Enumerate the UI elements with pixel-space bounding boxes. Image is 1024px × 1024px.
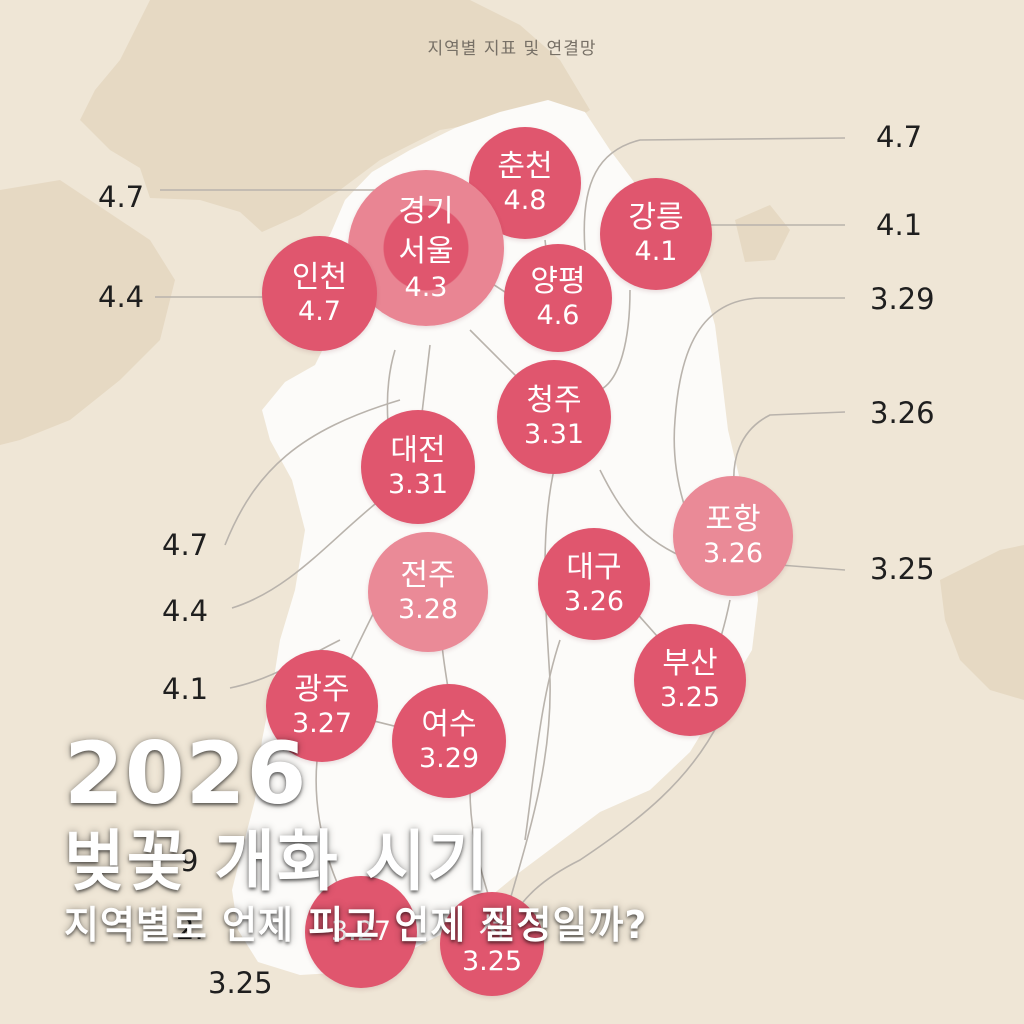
city-name: 춘천 bbox=[497, 149, 553, 184]
side-value-left: 4.1 bbox=[162, 672, 209, 706]
city-value: 4.3 bbox=[404, 272, 448, 303]
city-bubble-chuncheon: 춘천 4.8 bbox=[469, 127, 581, 239]
map-title: 지역별 지표 및 연결망 bbox=[427, 39, 597, 59]
city-value: 3.25 bbox=[461, 946, 523, 977]
city-name-seoul: 서울 bbox=[398, 234, 454, 269]
side-value-left: 3.25 bbox=[208, 966, 273, 1000]
city-value: 3.27 bbox=[291, 708, 353, 739]
city-name: 광주 bbox=[294, 672, 350, 707]
city-value: 3.27 bbox=[330, 916, 392, 947]
city-value: 3.28 bbox=[397, 594, 459, 625]
city-bubble-yeosu: 여수 3.29 bbox=[392, 684, 506, 798]
city-value: 3.31 bbox=[523, 419, 585, 450]
city-name: 대전 bbox=[390, 433, 446, 468]
city-bubble-incheon: 인천 4.7 bbox=[262, 236, 377, 351]
city-value: 3.25 bbox=[659, 682, 721, 713]
side-value-left: 4.7 bbox=[98, 180, 145, 214]
city-bubble-busan: 부산 3.25 bbox=[634, 624, 746, 736]
city-name: 서 bbox=[478, 910, 506, 945]
city-value: 3.26 bbox=[563, 586, 625, 617]
city-value: 3.29 bbox=[418, 743, 480, 774]
city-name: 청주 bbox=[526, 383, 582, 418]
city-bubble-seoul-gyeonggi: 경기 서울 4.3 bbox=[348, 170, 504, 326]
side-value-right: 3.26 bbox=[870, 396, 935, 430]
city-name: 여수 bbox=[421, 707, 477, 742]
side-value-left: 2. bbox=[176, 912, 204, 946]
side-value-right: 3.25 bbox=[870, 552, 935, 586]
city-value: 4.6 bbox=[536, 300, 580, 331]
side-value-left: 4.4 bbox=[98, 280, 145, 314]
background-landmass-east bbox=[735, 205, 790, 262]
background-landmass-japan bbox=[940, 545, 1024, 700]
side-value-left: 9 bbox=[180, 844, 199, 878]
city-bubble-pohang: 포항 3.26 bbox=[673, 476, 793, 596]
city-bubble-gwangju: 광주 3.27 bbox=[266, 650, 378, 762]
city-name: 대구 bbox=[566, 550, 622, 585]
city-bubble-cheongju: 청주 3.31 bbox=[497, 360, 611, 474]
city-value: 3.31 bbox=[387, 469, 449, 500]
headline-title: 벚꽃 개화 시기 bbox=[64, 823, 491, 900]
background-landmass-west bbox=[0, 180, 175, 445]
city-name: 강릉 bbox=[628, 200, 684, 235]
city-name: 양평 bbox=[530, 264, 586, 299]
city-bubble-yangpyeong: 양평 4.6 bbox=[504, 244, 612, 352]
city-bubble-southwest: 3.27 bbox=[305, 876, 417, 988]
city-bubble-gangneung: 강릉 4.1 bbox=[600, 178, 712, 290]
city-bubble-daejeon: 대전 3.31 bbox=[361, 410, 475, 524]
side-value-right: 3.29 bbox=[870, 282, 935, 316]
city-name: 전주 bbox=[400, 558, 456, 593]
side-value-left: 4.4 bbox=[162, 594, 209, 628]
city-value: 4.8 bbox=[503, 185, 547, 216]
city-name-gyeonggi: 경기 bbox=[398, 194, 454, 229]
city-value: 4.7 bbox=[298, 295, 341, 327]
headline-year: 2026 bbox=[64, 724, 308, 824]
city-name: 포항 bbox=[705, 502, 761, 537]
city-bubble-south: 서 3.25 bbox=[440, 892, 544, 996]
side-value-right: 4.7 bbox=[876, 120, 923, 154]
city-value: 3.26 bbox=[702, 538, 764, 569]
city-bubble-jeonju: 전주 3.28 bbox=[368, 532, 488, 652]
background-landmass bbox=[80, 0, 590, 232]
city-value: 4.1 bbox=[634, 236, 678, 267]
side-value-left: 4.7 bbox=[162, 528, 209, 562]
side-value-right: 4.1 bbox=[876, 208, 923, 242]
headline-subtitle: 지역별로 언제 피고 언제 질정일까? bbox=[64, 903, 648, 947]
city-name: 부산 bbox=[662, 646, 718, 681]
city-bubble-daegu: 대구 3.26 bbox=[538, 528, 650, 640]
city-name: 인천 bbox=[291, 259, 348, 295]
